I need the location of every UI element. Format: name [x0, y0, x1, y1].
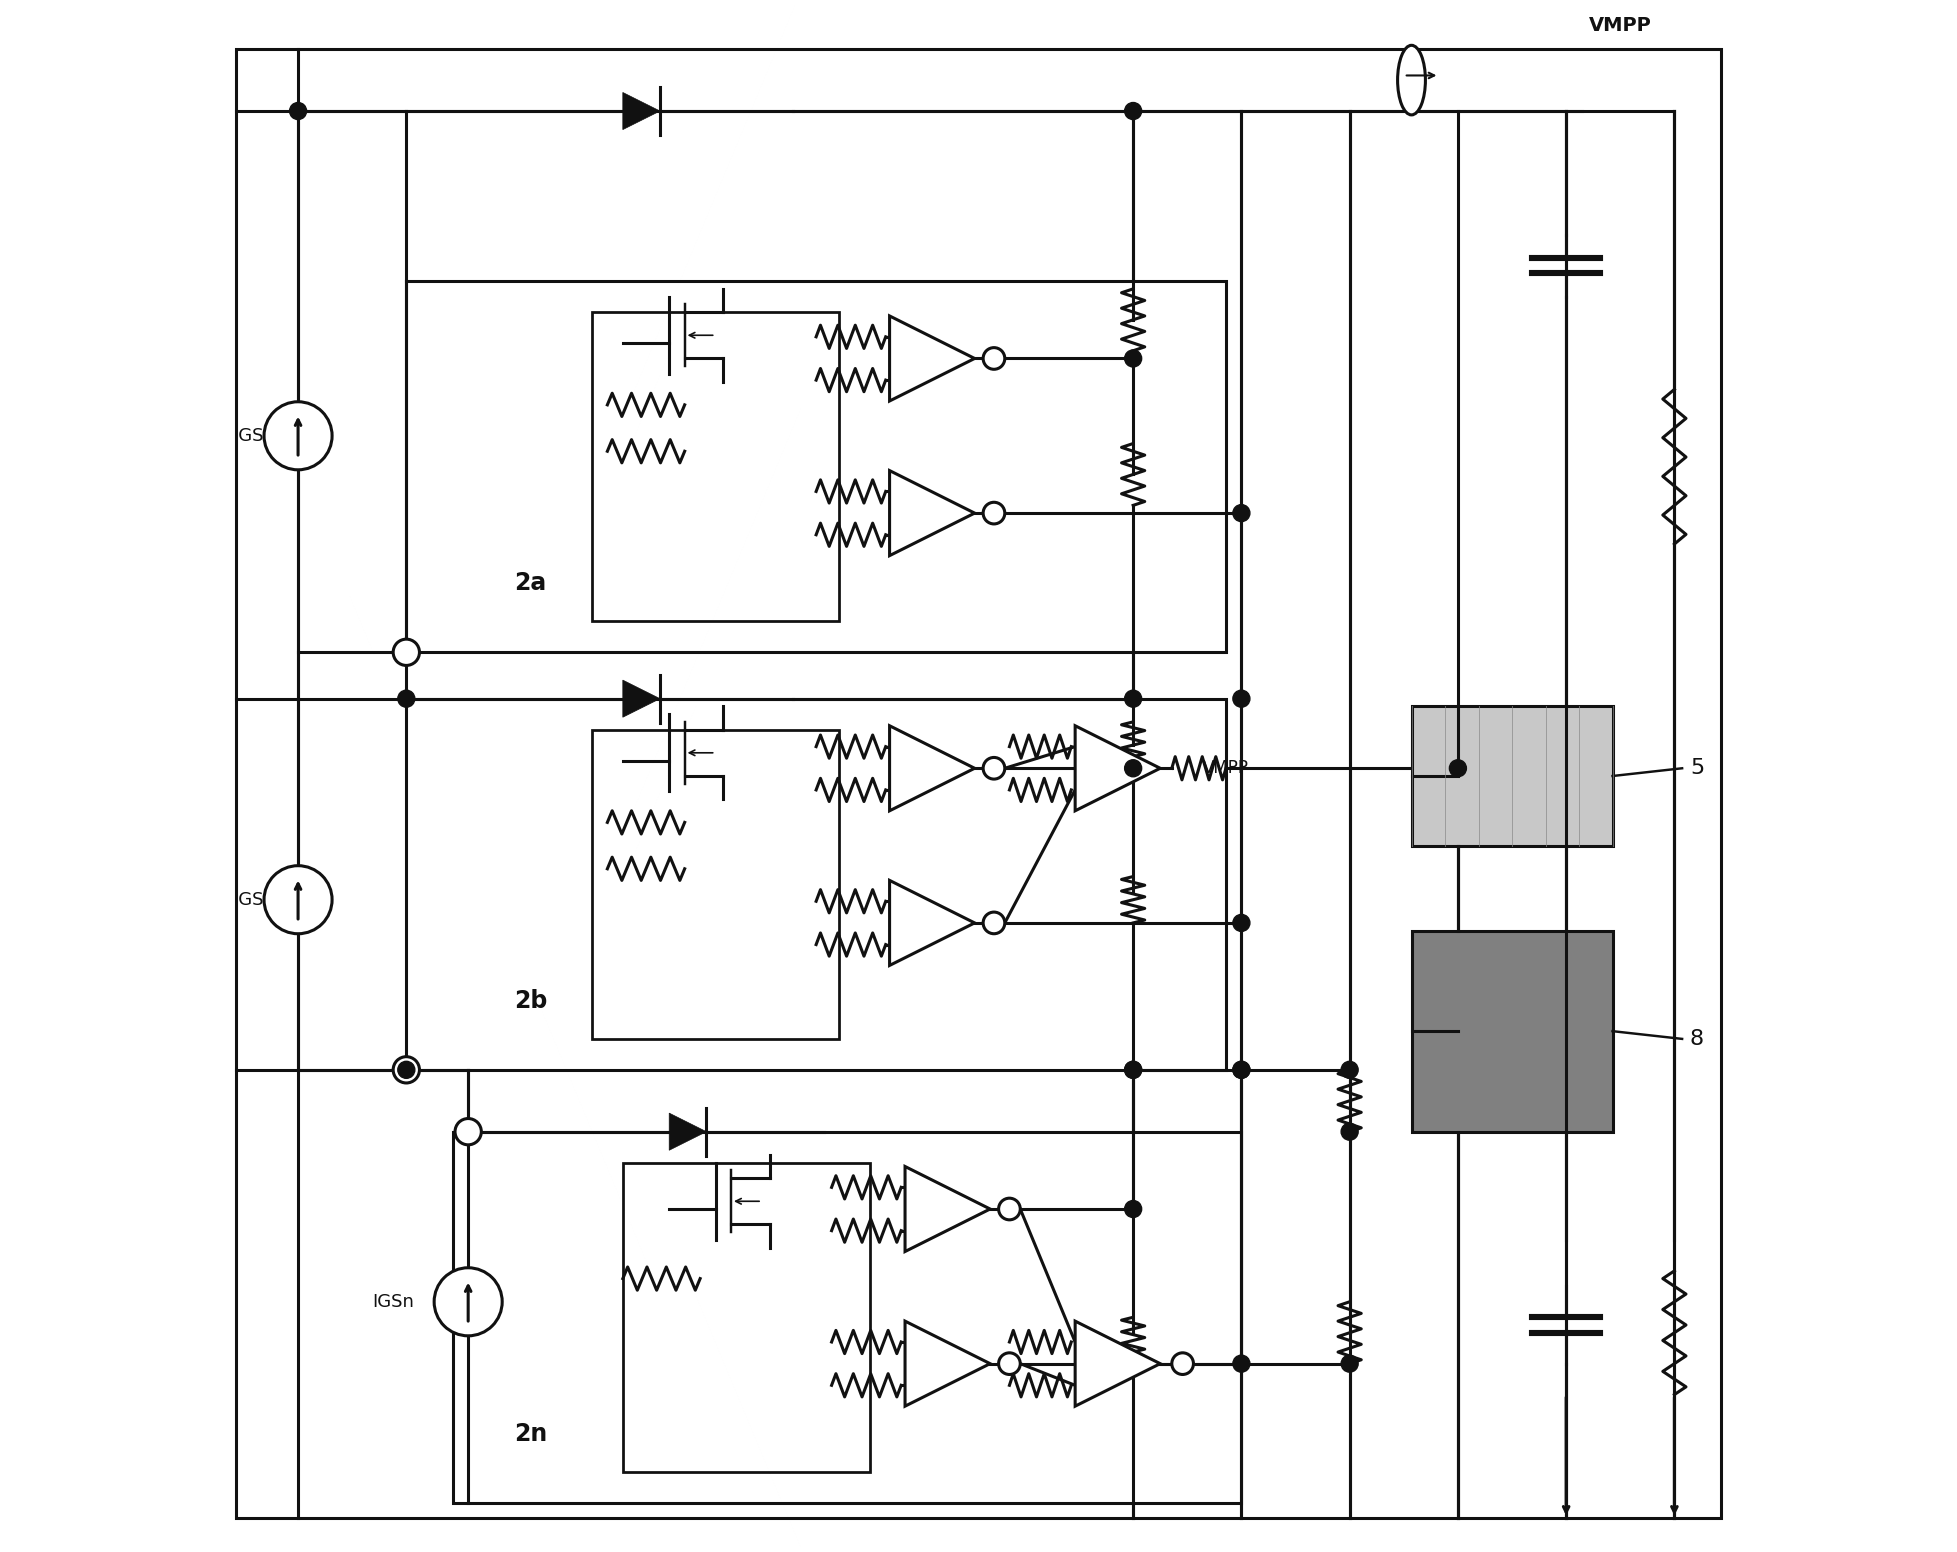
Text: IGSn: IGSn: [372, 1293, 415, 1311]
Polygon shape: [1074, 726, 1161, 810]
Circle shape: [393, 639, 419, 666]
Circle shape: [264, 866, 333, 934]
Text: IGS1: IGS1: [233, 427, 274, 445]
Bar: [622, 1162, 871, 1471]
Polygon shape: [1074, 1321, 1161, 1406]
Polygon shape: [890, 317, 975, 400]
Circle shape: [1125, 1201, 1141, 1217]
Polygon shape: [890, 470, 975, 556]
Circle shape: [434, 1268, 503, 1336]
Circle shape: [982, 348, 1004, 369]
Text: 5: 5: [1689, 759, 1705, 778]
Circle shape: [393, 1057, 419, 1083]
Bar: [591, 312, 840, 621]
Bar: [1411, 706, 1613, 846]
Polygon shape: [904, 1321, 990, 1406]
Circle shape: [1233, 1062, 1251, 1079]
Circle shape: [1450, 760, 1466, 776]
Circle shape: [1341, 1124, 1358, 1141]
Circle shape: [1233, 691, 1251, 708]
Text: 2b: 2b: [515, 989, 548, 1013]
Circle shape: [1233, 1062, 1251, 1079]
Text: 2n: 2n: [515, 1422, 548, 1446]
Polygon shape: [890, 880, 975, 965]
Circle shape: [982, 913, 1004, 934]
Polygon shape: [622, 93, 660, 129]
Text: IGS2: IGS2: [233, 891, 274, 909]
Polygon shape: [622, 680, 660, 717]
Text: 8: 8: [1689, 1029, 1705, 1049]
Polygon shape: [890, 726, 975, 810]
Circle shape: [998, 1353, 1020, 1375]
Circle shape: [456, 1119, 481, 1145]
Text: VMPP: VMPP: [1589, 17, 1652, 36]
Circle shape: [1125, 760, 1141, 776]
Text: VMPP: VMPP: [1204, 759, 1249, 778]
Circle shape: [982, 757, 1004, 779]
Bar: [591, 729, 840, 1038]
Bar: [452, 1131, 1241, 1502]
Ellipse shape: [1397, 45, 1425, 115]
Circle shape: [1233, 914, 1251, 931]
Bar: [407, 698, 1225, 1069]
Circle shape: [1125, 691, 1141, 708]
Text: 2a: 2a: [515, 571, 546, 596]
Circle shape: [397, 691, 415, 708]
Circle shape: [1125, 349, 1141, 366]
Bar: [1411, 931, 1613, 1131]
Circle shape: [1341, 1355, 1358, 1372]
Circle shape: [290, 102, 307, 120]
Circle shape: [1233, 504, 1251, 521]
Circle shape: [1125, 1062, 1141, 1079]
Circle shape: [1172, 1353, 1194, 1375]
Circle shape: [1125, 102, 1141, 120]
Polygon shape: [904, 1167, 990, 1251]
Circle shape: [397, 1062, 415, 1079]
Circle shape: [1341, 1062, 1358, 1079]
Circle shape: [982, 503, 1004, 525]
Circle shape: [264, 402, 333, 470]
Polygon shape: [669, 1113, 706, 1150]
Circle shape: [1233, 1355, 1251, 1372]
Bar: [407, 281, 1225, 652]
Circle shape: [1125, 1062, 1141, 1079]
Circle shape: [998, 1198, 1020, 1220]
